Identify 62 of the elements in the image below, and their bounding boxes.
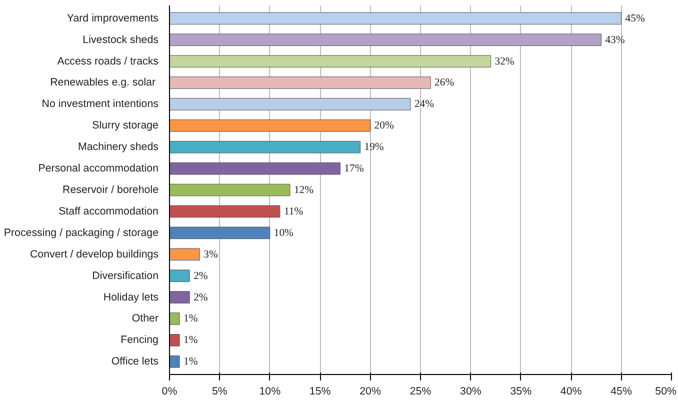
bar (170, 334, 180, 346)
x-tick-label: 25% (410, 386, 432, 398)
bar (170, 162, 340, 175)
data-label: 20% (374, 120, 394, 132)
bar (170, 355, 180, 368)
y-tick-label: Office lets (111, 356, 159, 368)
bar (170, 119, 371, 132)
x-tick-label: 30% (460, 386, 482, 398)
bar (170, 184, 290, 196)
x-tick-label: 45% (610, 386, 632, 398)
bar (170, 34, 602, 46)
data-label: 32% (494, 56, 514, 68)
bar (170, 270, 190, 282)
data-label: 1% (184, 356, 198, 368)
y-tick-label: Personal accommodation (38, 162, 159, 175)
data-label: 2% (194, 292, 208, 304)
y-tick-label: Holiday lets (103, 291, 159, 304)
x-tick-label: 15% (309, 386, 332, 398)
y-tick-label: Renewables e.g. solar (50, 76, 156, 89)
bar (170, 76, 431, 89)
y-tick-label: Staff accommodation (58, 205, 159, 218)
x-tick-label: 50% (655, 386, 678, 398)
x-tick-label: 5% (212, 386, 228, 398)
y-tick-label: Diversification (92, 270, 159, 282)
data-label: 24% (414, 99, 434, 110)
y-tick-label: Yard improvements (66, 12, 159, 24)
y-tick-label: Fencing (120, 334, 159, 346)
y-tick-label: Access roads / tracks (57, 55, 158, 68)
y-tick-label: Livestock sheds (82, 34, 159, 46)
bar (170, 248, 200, 261)
x-tick-label: 10% (259, 386, 282, 398)
y-tick-label: Convert / develop buildings (30, 248, 158, 260)
data-label: 11% (284, 206, 304, 218)
bar (170, 205, 280, 218)
y-tick-label: Machinery sheds (78, 141, 159, 154)
bar (170, 140, 361, 154)
bar (170, 98, 411, 110)
x-tick-label: 35% (510, 386, 532, 398)
y-tick-label: Reservoir / borehole (62, 184, 159, 196)
y-tick-label: Other (132, 312, 159, 325)
x-tick-label: 0% (162, 386, 178, 398)
y-tick-label: No investment intentions (42, 98, 159, 110)
data-label: 12% (294, 185, 314, 196)
bar (170, 12, 622, 25)
data-label: 17% (344, 164, 364, 175)
y-tick-label: Slurry storage (92, 120, 159, 132)
data-label: 3% (204, 249, 218, 260)
x-tick-label: 40% (560, 386, 582, 398)
bar (170, 55, 492, 68)
data-label: 26% (434, 78, 454, 89)
x-tick-label: 20% (360, 386, 382, 398)
bar (170, 312, 180, 325)
data-label: 45% (625, 13, 645, 24)
bar (170, 291, 190, 304)
data-label: 19% (364, 142, 384, 154)
y-tick-label: Processing / packaging / storage (4, 226, 159, 239)
data-label: 2% (194, 270, 208, 282)
data-label: 43% (605, 34, 625, 46)
data-label: 10% (274, 228, 294, 239)
data-label: 1% (184, 335, 198, 346)
data-label: 1% (184, 314, 198, 325)
bar (170, 226, 270, 240)
